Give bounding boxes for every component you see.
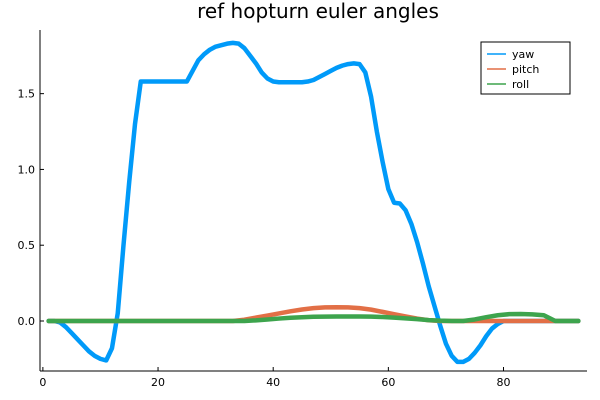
series-line-roll	[46, 311, 581, 324]
x-tick-label: 0	[39, 376, 46, 389]
y-tick-label: 0.0	[18, 315, 36, 328]
x-tick-label: 40	[266, 376, 280, 389]
legend-label-pitch: pitch	[512, 63, 539, 76]
y-tick-label: 1.0	[18, 163, 36, 176]
y-tick-label: 0.5	[18, 239, 36, 252]
legend-box	[480, 41, 571, 95]
y-tick-label: 1.5	[18, 88, 36, 101]
x-tick-label: 80	[497, 376, 511, 389]
x-tick-label: 20	[151, 376, 165, 389]
legend-label-roll: roll	[512, 78, 529, 91]
series-layer	[46, 40, 581, 365]
series-line-yaw	[46, 40, 581, 365]
legend: yaw pitch roll	[480, 41, 571, 95]
axes: 0 20 40 60 80 0.0 0.5 1.0 1.5	[18, 30, 587, 389]
chart-title: ref hopturn euler angles	[197, 0, 439, 23]
x-tick-label: 60	[381, 376, 395, 389]
legend-label-yaw: yaw	[512, 48, 534, 61]
